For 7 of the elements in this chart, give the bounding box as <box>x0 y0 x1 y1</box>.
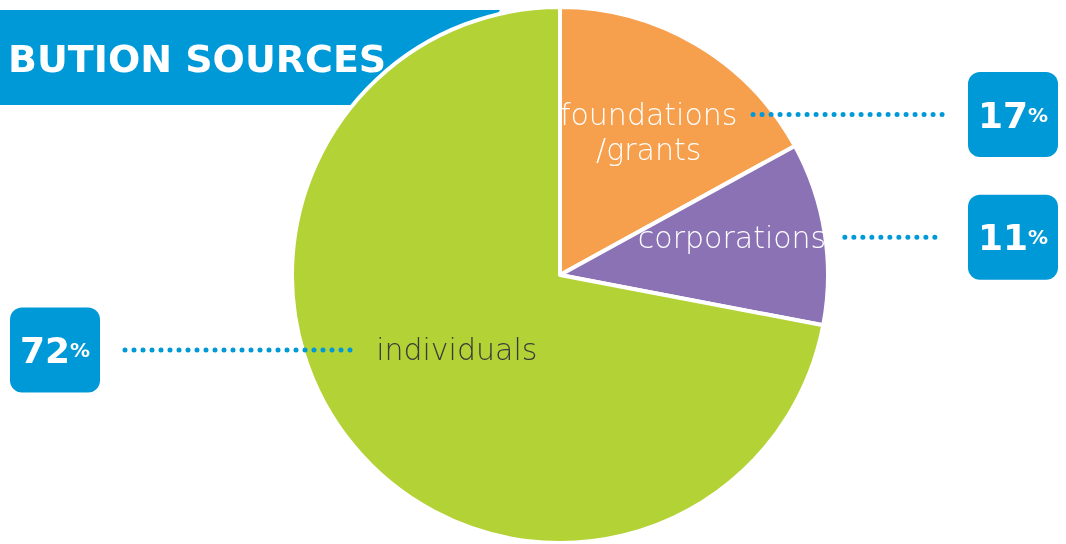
data-label: 11$^{%}$ <box>977 217 1049 259</box>
slice-label: individuals <box>376 332 538 368</box>
data-label: 72$^{%}$ <box>19 329 91 371</box>
slice-label: foundations /grants <box>559 97 738 167</box>
slice-label: corporations <box>637 219 827 255</box>
text: BUTION SOURCES <box>8 37 387 81</box>
data-label: 17$^{%}$ <box>977 94 1049 136</box>
